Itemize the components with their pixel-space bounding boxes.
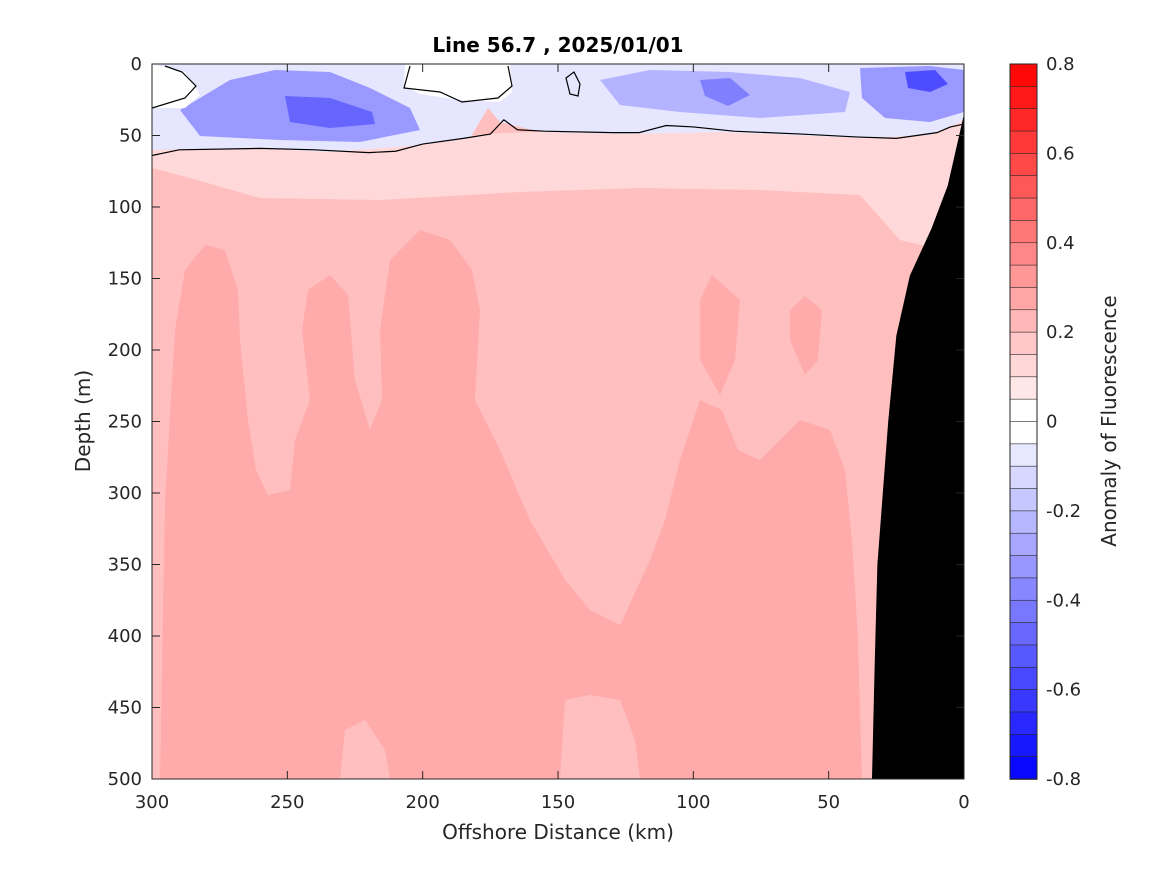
colorbar: [1009, 63, 1038, 780]
field-plume-e: [790, 296, 822, 375]
colorbar-swatch: [1009, 354, 1038, 378]
x-tick-label: 50: [817, 792, 840, 813]
y-tick-label: 250: [108, 412, 142, 433]
colorbar-swatch: [1009, 421, 1038, 445]
colorbar-swatch: [1009, 242, 1038, 266]
chart-title: Line 56.7 , 2025/01/01: [432, 33, 683, 57]
y-axis-label: Depth (m): [71, 370, 95, 472]
colorbar-swatch: [1009, 510, 1038, 535]
y-tick-label: 400: [108, 626, 142, 647]
colorbar-swatch: [1009, 130, 1038, 155]
y-tick-label: 450: [108, 698, 142, 719]
x-tick-label: 100: [676, 792, 710, 813]
x-tick-label: 300: [135, 792, 169, 813]
colorbar-swatch: [1009, 63, 1038, 88]
colorbar-swatch: [1009, 756, 1038, 780]
colorbar-frame: [1009, 63, 1038, 780]
x-tick-label: 200: [405, 792, 439, 813]
colorbar-swatch: [1009, 599, 1038, 624]
field-negative-west-core: [285, 96, 375, 128]
colorbar-tick-label: -0.6: [1046, 680, 1081, 701]
x-tick-label: 250: [270, 792, 304, 813]
colorbar-swatch: [1009, 175, 1038, 199]
field-negative-east-core: [905, 70, 948, 92]
colorbar-tick-label: 0.4: [1046, 233, 1075, 254]
colorbar-swatch: [1009, 264, 1038, 289]
y-tick-label: 150: [108, 269, 142, 290]
zero-contour-pocket-west: [152, 65, 197, 109]
colorbar-swatch: [1009, 197, 1038, 222]
x-axis: 300 250 200 150 100 50 0: [135, 64, 970, 813]
field-plume-c: [340, 720, 390, 779]
colorbar-swatch: [1009, 153, 1038, 177]
field-negative-mid-core: [700, 78, 750, 106]
colorbar-tick-label: -0.8: [1046, 769, 1081, 790]
colorbar-tick-label: -0.2: [1046, 501, 1081, 522]
y-tick-label: 0: [131, 54, 142, 75]
colorbar-tick-label: -0.4: [1046, 590, 1081, 611]
field-white-pocket-mid: [404, 64, 512, 102]
colorbar-swatch: [1009, 644, 1038, 669]
colorbar-swatch: [1009, 711, 1038, 736]
colorbar-tick-label: 0: [1046, 412, 1057, 433]
x-tick-label: 150: [541, 792, 575, 813]
colorbar-ticks: 0.8 0.6 0.4 0.2 0 -0.2 -0.4 -0.6 -0.8: [1046, 54, 1081, 790]
y-tick-label: 300: [108, 483, 142, 504]
colorbar-swatch: [1009, 309, 1038, 333]
colorbar-swatch: [1009, 622, 1038, 646]
colorbar-swatch: [1009, 287, 1038, 311]
colorbar-swatch: [1009, 532, 1038, 557]
y-axis: 0 50 100 150 200 250 300 350 400 450 500: [108, 54, 964, 790]
colorbar-swatch: [1009, 108, 1038, 132]
colorbar-swatch: [1009, 689, 1038, 713]
zero-contour-pocket-mid: [403, 65, 513, 103]
field-plume-a: [160, 230, 862, 779]
colorbar-swatch: [1009, 86, 1038, 110]
colorbar-swatch: [1009, 666, 1038, 691]
colorbar-swatch: [1009, 376, 1038, 400]
zero-contour-pocket-small: [565, 71, 581, 97]
colorbar-swatch: [1009, 577, 1038, 602]
field-transition-band: [152, 120, 964, 255]
y-tick-label: 200: [108, 340, 142, 361]
colorbar-swatch: [1009, 443, 1038, 467]
field-white-pocket-west: [152, 64, 200, 108]
x-tick-label: 0: [958, 792, 969, 813]
plot-field: [152, 64, 964, 779]
x-axis-label: Offshore Distance (km): [442, 820, 674, 844]
y-tick-label: 50: [119, 126, 142, 147]
colorbar-swatch: [1009, 555, 1038, 579]
colorbar-swatch: [1009, 220, 1038, 244]
y-tick-label: 500: [108, 769, 142, 790]
colorbar-swatch: [1009, 488, 1038, 512]
colorbar-swatch: [1009, 331, 1038, 356]
y-tick-label: 100: [108, 197, 142, 218]
zero-contour-line: [152, 118, 964, 157]
field-plume-b: [560, 695, 640, 779]
colorbar-swatch: [1009, 734, 1038, 758]
colorbar-label: Anomaly of Fluorescence: [1097, 295, 1121, 546]
colorbar-swatch: [1009, 465, 1038, 490]
y-tick-label: 350: [108, 555, 142, 576]
colorbar-swatch: [1009, 398, 1038, 423]
colorbar-tick-label: 0.6: [1046, 143, 1075, 164]
colorbar-tick-label: 0.8: [1046, 54, 1075, 75]
bathymetry-mask: [871, 114, 964, 779]
colorbar-tick-label: 0.2: [1046, 322, 1075, 343]
field-plume-d: [700, 275, 740, 395]
